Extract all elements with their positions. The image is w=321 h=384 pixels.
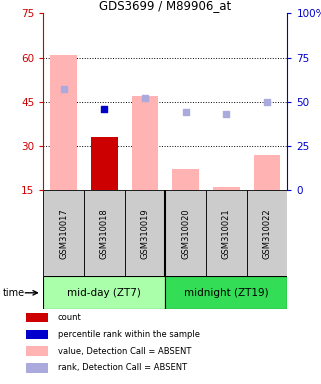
- Text: GSM310018: GSM310018: [100, 208, 109, 259]
- Bar: [172, 169, 199, 190]
- Bar: [125, 190, 165, 276]
- Bar: [91, 137, 117, 190]
- Point: [61, 86, 66, 93]
- Bar: [247, 190, 287, 276]
- Text: value, Detection Call = ABSENT: value, Detection Call = ABSENT: [58, 347, 191, 356]
- Title: GDS3699 / M89906_at: GDS3699 / M89906_at: [99, 0, 231, 12]
- Point: [102, 106, 107, 112]
- Text: GSM310021: GSM310021: [222, 208, 231, 258]
- Bar: [84, 190, 125, 276]
- Bar: [91, 137, 117, 190]
- Point: [143, 95, 148, 101]
- Bar: [26, 346, 48, 356]
- Text: GSM310022: GSM310022: [263, 208, 272, 258]
- Text: GSM310019: GSM310019: [141, 208, 150, 258]
- Bar: [213, 187, 239, 190]
- Text: time: time: [3, 288, 25, 298]
- Point: [265, 99, 270, 105]
- Text: GSM310017: GSM310017: [59, 208, 68, 259]
- Bar: [26, 363, 48, 372]
- Text: midnight (ZT19): midnight (ZT19): [184, 288, 269, 298]
- Bar: [254, 155, 280, 190]
- Bar: [50, 55, 77, 190]
- Bar: [43, 190, 84, 276]
- Text: rank, Detection Call = ABSENT: rank, Detection Call = ABSENT: [58, 363, 187, 372]
- Bar: [43, 276, 165, 309]
- Bar: [26, 313, 48, 322]
- Text: GSM310020: GSM310020: [181, 208, 190, 258]
- Text: percentile rank within the sample: percentile rank within the sample: [58, 330, 200, 339]
- Bar: [206, 190, 247, 276]
- Point: [224, 111, 229, 117]
- Bar: [26, 329, 48, 339]
- Text: mid-day (ZT7): mid-day (ZT7): [67, 288, 141, 298]
- Bar: [132, 96, 158, 190]
- Point: [183, 109, 188, 116]
- Text: count: count: [58, 313, 82, 322]
- Bar: [165, 276, 287, 309]
- Bar: [165, 190, 206, 276]
